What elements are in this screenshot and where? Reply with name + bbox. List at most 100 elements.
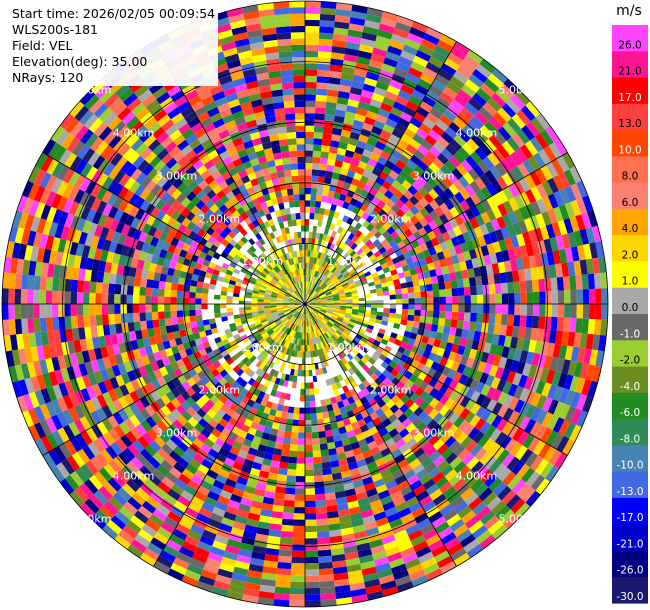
- velocity-gate: [457, 129, 471, 143]
- velocity-gate: [363, 257, 371, 265]
- velocity-gate: [314, 296, 320, 300]
- velocity-gate: [305, 187, 312, 195]
- velocity-gate: [309, 289, 313, 295]
- velocity-gate: [551, 158, 564, 175]
- velocity-gate: [305, 156, 313, 164]
- velocity-gate: [307, 275, 310, 282]
- velocity-gate: [336, 147, 347, 156]
- velocity-gate: [350, 158, 360, 167]
- velocity-gate: [502, 122, 517, 137]
- velocity-gate: [514, 147, 528, 163]
- velocity-gate: [315, 264, 320, 272]
- scan-info-panel: Start time: 2026/02/05 00:09:54 WLS200s-…: [12, 6, 219, 86]
- velocity-gate: [445, 143, 458, 156]
- velocity-gate: [305, 19, 320, 27]
- velocity-gate: [315, 200, 322, 208]
- velocity-gate: [343, 155, 353, 164]
- velocity-gate: [407, 185, 418, 196]
- velocity-gate: [328, 257, 335, 265]
- velocity-gate: [341, 66, 355, 75]
- velocity-gate: [545, 125, 560, 143]
- velocity-gate: [308, 297, 314, 302]
- velocity-gate: [501, 103, 517, 118]
- velocity-gate: [451, 167, 463, 180]
- velocity-gate: [411, 254, 420, 263]
- velocity-gate: [514, 89, 531, 106]
- velocity-gate: [342, 181, 352, 190]
- velocity-gate: [479, 125, 494, 139]
- velocity-gate: [432, 157, 445, 169]
- velocity-gate: [339, 207, 348, 215]
- velocity-gate: [392, 27, 410, 39]
- velocity-gate: [535, 113, 551, 130]
- velocity-gate: [446, 104, 461, 117]
- velocity-gate: [432, 227, 442, 238]
- velocity-gate: [472, 164, 485, 178]
- velocity-gate: [334, 270, 341, 277]
- velocity-gate: [336, 255, 343, 263]
- velocity-gate: [558, 172, 571, 189]
- velocity-gate: [315, 100, 327, 108]
- velocity-gate: [421, 233, 431, 243]
- velocity-gate: [360, 89, 374, 99]
- velocity-gate: [570, 183, 583, 200]
- velocity-gate: [343, 222, 351, 231]
- velocity-gate: [400, 223, 409, 233]
- velocity-gate: [462, 142, 475, 156]
- velocity-gate: [341, 259, 348, 266]
- velocity-gate: [475, 189, 487, 203]
- velocity-gate: [434, 195, 445, 207]
- velocity-gate: [529, 171, 542, 187]
- velocity-gate: [388, 154, 399, 165]
- velocity-gate: [380, 129, 392, 140]
- velocity-gate: [317, 239, 323, 246]
- velocity-gate: [317, 288, 323, 294]
- velocity-gate: [376, 200, 386, 209]
- velocity-gate: [305, 38, 319, 45]
- velocity-gate: [323, 287, 330, 292]
- velocity-gate: [340, 228, 348, 236]
- velocity-gate: [318, 233, 324, 240]
- velocity-gate: [439, 91, 454, 105]
- velocity-gate: [385, 234, 394, 244]
- velocity-gate: [305, 262, 308, 269]
- velocity-gate: [322, 285, 329, 291]
- velocity-gate: [465, 196, 476, 209]
- velocity-gate: [436, 136, 450, 149]
- velocity-gate: [324, 254, 330, 262]
- velocity-gate: [439, 34, 457, 47]
- velocity-gate: [453, 134, 467, 147]
- velocity-gate: [305, 113, 315, 120]
- velocity-gate: [338, 265, 345, 273]
- velocity-gate: [338, 241, 345, 249]
- velocity-gate: [506, 136, 520, 152]
- velocity-gate: [409, 215, 420, 225]
- velocity-gate: [491, 206, 503, 219]
- velocity-gate: [305, 138, 314, 145]
- velocity-gate: [308, 300, 315, 303]
- velocity-gate: [365, 261, 374, 268]
- velocity-gate: [439, 213, 449, 225]
- velocity-gate: [488, 134, 502, 149]
- velocity-gate: [346, 143, 357, 153]
- velocity-gate: [456, 112, 471, 126]
- velocity-gate: [448, 183, 460, 196]
- velocity-gate: [432, 102, 447, 115]
- velocity-gate: [428, 188, 439, 200]
- velocity-gate: [371, 246, 379, 255]
- velocity-gate: [368, 243, 376, 251]
- velocity-gate: [353, 68, 368, 78]
- velocity-gate: [436, 234, 446, 245]
- velocity-gate: [324, 269, 330, 276]
- velocity-gate: [305, 131, 314, 139]
- velocity-gate: [491, 68, 508, 84]
- velocity-gate: [375, 242, 384, 251]
- velocity-gate: [366, 231, 374, 240]
- velocity-gate: [559, 188, 571, 205]
- velocity-gate: [358, 225, 367, 234]
- velocity-gate: [325, 170, 333, 179]
- velocity-gate: [412, 133, 425, 145]
- velocity-gate: [419, 72, 435, 85]
- velocity-gate: [548, 142, 562, 159]
- velocity-gate: [424, 134, 437, 146]
